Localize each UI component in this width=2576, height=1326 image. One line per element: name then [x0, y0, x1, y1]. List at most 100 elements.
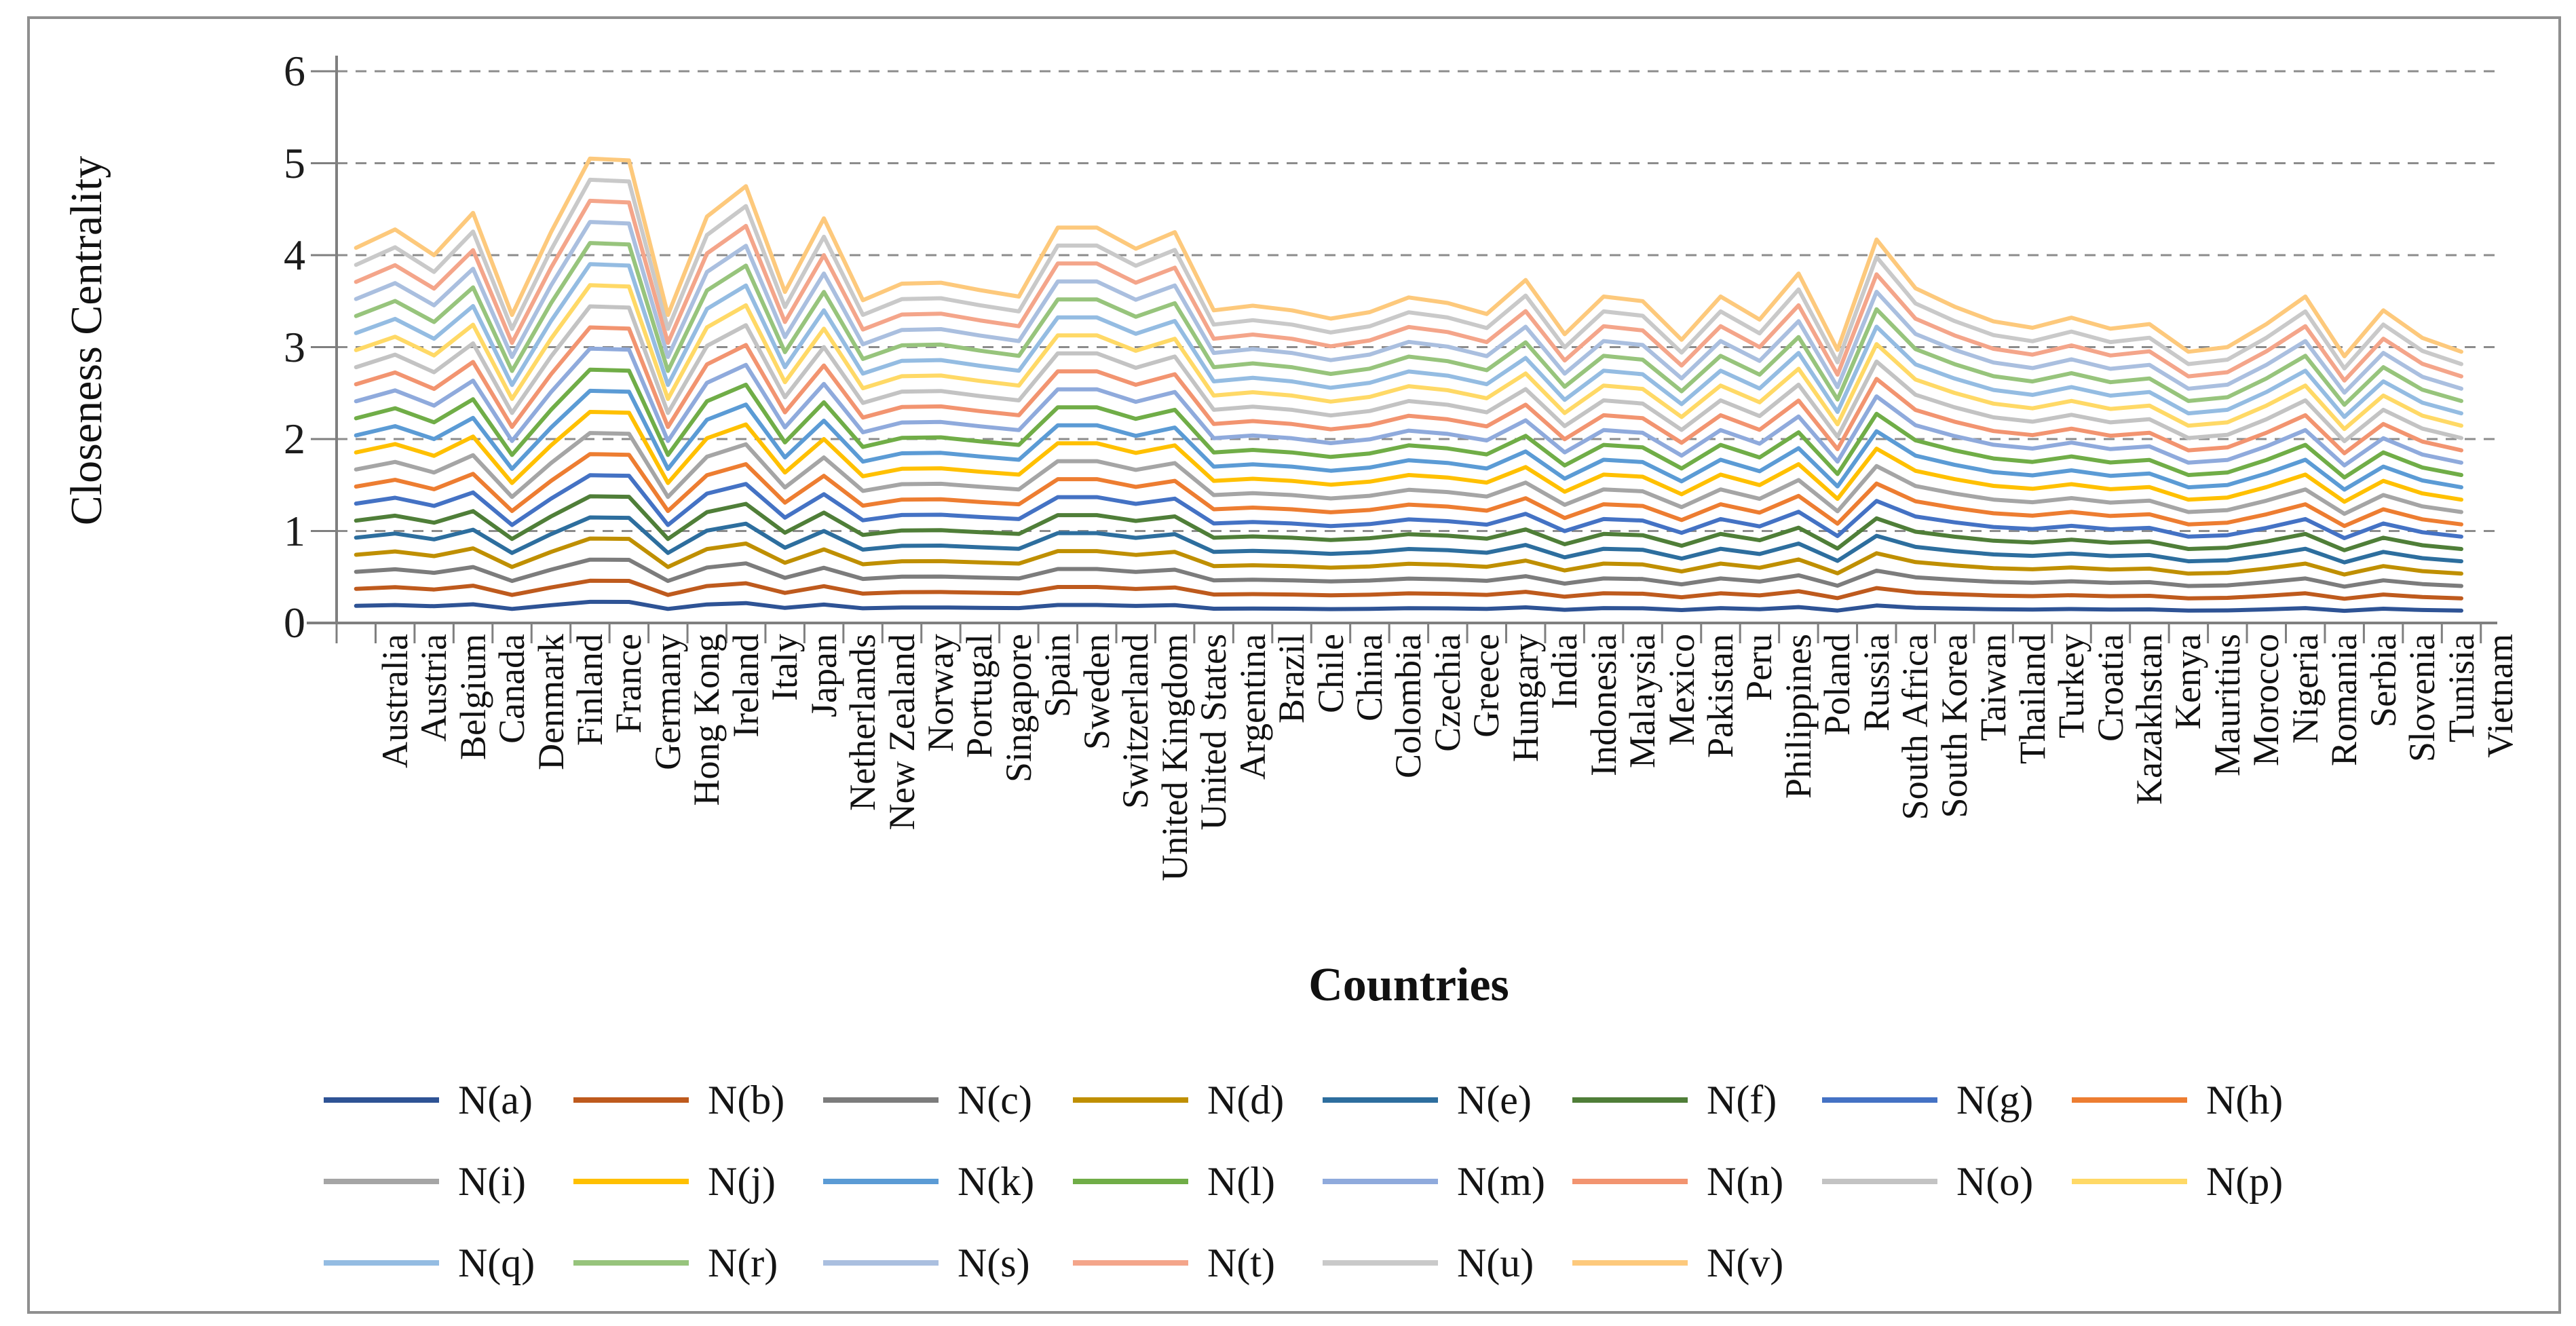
x-category-label: Austria: [413, 634, 455, 742]
legend-line-swatch: [1323, 1097, 1438, 1103]
series-line-N(m): [354, 346, 2463, 468]
x-category-label: India: [1544, 634, 1585, 709]
x-category-label: Hong Kong: [686, 634, 727, 806]
legend-label: N(g): [1956, 1078, 2034, 1122]
x-category-label: Indonesia: [1583, 634, 1624, 776]
series-line-N(u): [354, 177, 2463, 371]
legend-item-N(c): N(c): [823, 1076, 1032, 1124]
x-category-label: Brazil: [1271, 634, 1312, 723]
legend-line-swatch: [1073, 1179, 1188, 1184]
series-line-N(q): [354, 262, 2463, 419]
legend-label: N(u): [1457, 1240, 1534, 1285]
x-category-label: Nigeria: [2284, 634, 2326, 744]
y-tick-label-3: 3: [284, 322, 305, 371]
series-line-N(r): [354, 241, 2463, 407]
legend-label: N(j): [708, 1159, 776, 1204]
x-category-label: Russia: [1855, 634, 1897, 732]
y-tick-label-6: 6: [284, 47, 305, 95]
legend-label: N(h): [2206, 1078, 2284, 1122]
x-category-label: Canada: [491, 634, 533, 744]
series-line-N(s): [354, 220, 2463, 395]
legend-label: N(q): [458, 1240, 535, 1285]
x-category-label: Kazakhstan: [2128, 634, 2170, 805]
legend-line-swatch: [1323, 1179, 1438, 1184]
series-line-N(n): [354, 325, 2463, 455]
x-category-label: New Zealand: [881, 634, 922, 831]
legend-label: N(a): [458, 1078, 533, 1122]
legend-line-swatch: [1572, 1179, 1688, 1184]
legend-item-N(i): N(i): [324, 1158, 526, 1205]
legend-item-N(m): N(m): [1323, 1158, 1545, 1205]
legend-item-N(e): N(e): [1323, 1076, 1532, 1124]
series-line-N(k): [354, 388, 2463, 492]
legend-item-N(d): N(d): [1073, 1076, 1284, 1124]
legend-label: N(t): [1207, 1240, 1275, 1285]
x-category-label: Romania: [2324, 634, 2365, 766]
x-category-label: Philippines: [1777, 634, 1819, 799]
x-category-label: Singapore: [998, 634, 1039, 782]
legend-line-swatch: [1073, 1260, 1188, 1266]
legend-line-swatch: [823, 1097, 939, 1103]
x-category-label: Netherlands: [842, 634, 884, 811]
x-category-label: South Africa: [1895, 634, 1936, 820]
x-category-label: Hungary: [1504, 634, 1546, 762]
legend-line-swatch: [2072, 1179, 2187, 1184]
x-category-label: Pakistan: [1700, 634, 1741, 758]
legend-line-swatch: [1073, 1097, 1188, 1103]
x-category-label: Chile: [1310, 634, 1351, 713]
x-category-label: Sweden: [1076, 634, 1117, 750]
series-line-N(o): [354, 304, 2463, 444]
x-category-label: Switzerland: [1115, 634, 1156, 809]
x-category-label: Spain: [1037, 634, 1078, 718]
legend-line-swatch: [573, 1179, 689, 1184]
legend-label: N(f): [1707, 1078, 1777, 1122]
legend-line-swatch: [324, 1097, 439, 1103]
x-category-label: China: [1348, 634, 1390, 721]
legend-label: N(b): [708, 1078, 785, 1122]
x-category-label: Turkey: [2051, 634, 2092, 739]
series-line-N(j): [354, 410, 2463, 504]
x-category-label: Argentina: [1232, 634, 1273, 780]
x-category-label: France: [608, 634, 649, 734]
x-category-label: Serbia: [2362, 634, 2404, 727]
series-line-N(f): [354, 494, 2463, 552]
legend-label: N(v): [1707, 1240, 1784, 1285]
x-category-label: Morocco: [2246, 634, 2287, 766]
x-category-label: Kenya: [2167, 634, 2209, 730]
x-axis-title: Countries: [1308, 959, 1509, 1011]
x-category-label: United States: [1193, 634, 1234, 831]
series-line-N(p): [354, 283, 2463, 432]
series-line-N(g): [354, 473, 2463, 540]
legend-item-N(r): N(r): [573, 1239, 778, 1287]
series-line-N(h): [354, 452, 2463, 529]
x-category-label: Mexico: [1661, 634, 1702, 746]
legend-item-N(p): N(p): [2072, 1158, 2283, 1205]
x-category-label: Belgium: [452, 634, 493, 760]
legend-label: N(k): [958, 1159, 1035, 1204]
y-tick-label-0: 0: [284, 599, 305, 647]
y-tick-label-4: 4: [284, 231, 305, 279]
x-category-label: Croatia: [2089, 634, 2131, 742]
x-category-label: Thailand: [2011, 634, 2053, 764]
series-line-N(t): [354, 198, 2463, 383]
series-line-N(b): [354, 578, 2463, 601]
x-category-label: Norway: [920, 634, 962, 752]
legend-line-swatch: [1822, 1097, 1937, 1103]
legend-label: N(c): [958, 1078, 1032, 1122]
x-category-label: Vietnam: [2480, 634, 2521, 758]
legend-item-N(q): N(q): [324, 1239, 535, 1287]
x-category-label: Italy: [764, 634, 806, 701]
x-category-label: Slovenia: [2402, 634, 2443, 762]
legend-line-swatch: [324, 1179, 439, 1184]
x-category-label: United Kingdom: [1154, 634, 1195, 882]
x-category-label: Japan: [803, 634, 844, 717]
legend-item-N(o): N(o): [1822, 1158, 2033, 1205]
x-category-label: Tunisia: [2440, 634, 2482, 743]
x-category-label: Greece: [1466, 634, 1507, 738]
legend-label: N(o): [1956, 1159, 2034, 1204]
y-axis-title: Closeness Centrality: [62, 155, 111, 526]
x-category-label: South Korea: [1933, 634, 1975, 818]
x-category-label: Malaysia: [1622, 634, 1663, 768]
